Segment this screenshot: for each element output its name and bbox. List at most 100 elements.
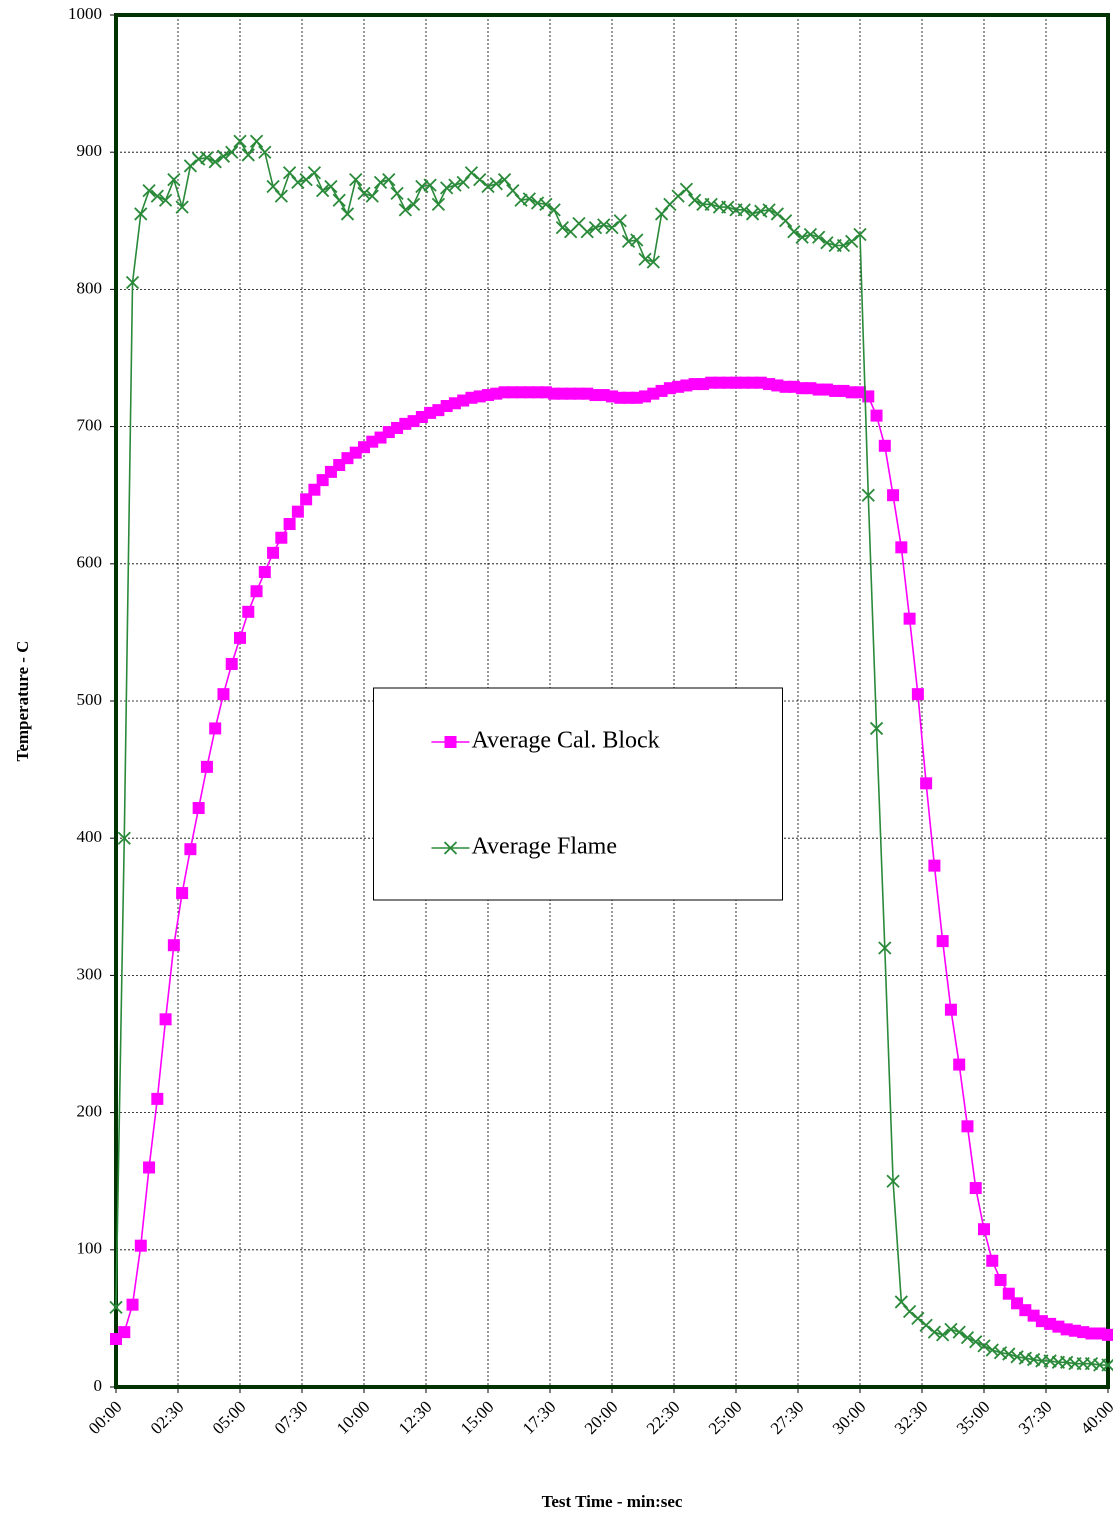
point-marker (291, 505, 304, 518)
point-marker (1002, 1287, 1015, 1300)
point-marker (233, 134, 247, 148)
point-marker (944, 1003, 957, 1016)
x-tick-label: 30:00 (829, 1397, 870, 1438)
y-tick-label: 0 (94, 1376, 103, 1395)
point-marker (994, 1273, 1007, 1286)
y-tick-label: 500 (77, 690, 103, 709)
legend: Average Cal. Block Average Flame (373, 687, 783, 901)
point-marker (158, 193, 173, 207)
point-marker (117, 831, 131, 845)
point-marker (267, 546, 280, 559)
point-marker (646, 255, 660, 269)
point-marker (423, 178, 437, 192)
point-marker (878, 439, 891, 452)
point-marker (241, 148, 255, 162)
point-marker (126, 1298, 139, 1311)
point-marker (134, 1239, 147, 1252)
point-marker (382, 173, 396, 187)
x-axis-title: Test Time - min:sec (542, 1492, 683, 1511)
point-marker (887, 489, 900, 502)
y-tick-label: 400 (77, 827, 103, 846)
point-marker (853, 227, 867, 242)
point-marker (282, 166, 297, 180)
y-tick-label: 900 (77, 141, 103, 160)
point-marker (489, 177, 503, 191)
point-marker (506, 183, 520, 198)
point-marker (275, 531, 288, 544)
legend-label: Average Cal. Block (472, 728, 660, 754)
x-tick-label: 00:00 (85, 1397, 126, 1438)
point-marker (870, 409, 883, 422)
point-marker (250, 585, 263, 598)
x-tick-label: 05:00 (209, 1397, 250, 1438)
point-marker (960, 1330, 975, 1345)
point-marker (978, 1223, 990, 1236)
y-tick-label: 100 (77, 1239, 103, 1258)
point-marker (216, 149, 231, 163)
point-marker (184, 843, 197, 856)
point-marker (183, 159, 198, 173)
x-tick-label: 40:00 (1077, 1397, 1113, 1438)
point-marker (200, 151, 214, 165)
point-marker (365, 189, 379, 203)
point-marker (176, 887, 189, 900)
point-marker (308, 483, 321, 496)
point-marker (234, 631, 246, 644)
x-tick-label: 15:00 (457, 1397, 498, 1438)
point-marker (936, 935, 949, 948)
point-marker (919, 1318, 933, 1332)
point-marker (902, 1304, 917, 1319)
point-marker (217, 688, 230, 701)
point-marker (704, 197, 718, 211)
plot-frame (114, 13, 1110, 1389)
point-marker (125, 275, 140, 290)
point-marker (861, 488, 875, 502)
point-marker (928, 859, 941, 872)
point-marker (209, 722, 222, 735)
point-marker (969, 1182, 982, 1195)
x-tick-label: 12:30 (395, 1397, 436, 1438)
x-tick-label: 17:30 (519, 1397, 560, 1438)
point-marker (448, 178, 462, 192)
y-tick-label: 800 (77, 278, 103, 297)
point-marker (340, 207, 355, 221)
point-marker (952, 1325, 966, 1339)
y-tick-label: 300 (77, 964, 103, 983)
point-marker (242, 605, 255, 618)
point-marker (803, 227, 818, 242)
point-marker (845, 234, 859, 249)
point-marker (961, 1120, 974, 1133)
x-tick-label: 07:30 (271, 1397, 312, 1438)
y-tick-label: 600 (77, 553, 103, 572)
point-marker (151, 1092, 164, 1105)
point-marker (406, 197, 421, 211)
y-tick-label: 700 (77, 416, 103, 435)
x-tick-label: 35:00 (953, 1397, 994, 1438)
point-marker (291, 175, 305, 190)
point-marker (795, 230, 809, 244)
point-marker (787, 225, 801, 239)
point-marker (300, 493, 313, 506)
point-marker (862, 390, 875, 403)
point-marker (225, 145, 239, 159)
point-marker (440, 181, 454, 195)
point-marker (1019, 1304, 1032, 1317)
point-marker (225, 657, 238, 670)
legend-box (373, 687, 783, 901)
point-marker (762, 203, 776, 217)
point-marker (142, 183, 156, 198)
point-marker (324, 179, 338, 194)
x-tick-label: 10:00 (333, 1397, 374, 1438)
point-marker (737, 203, 751, 217)
x-tick-label: 02:30 (147, 1397, 188, 1438)
point-marker (522, 192, 536, 206)
x-tick-label: 20:00 (581, 1397, 622, 1438)
point-marker (258, 145, 272, 159)
point-marker (778, 214, 793, 228)
point-marker (895, 541, 908, 554)
point-marker (969, 1335, 983, 1349)
point-marker (613, 214, 627, 228)
point-marker (109, 1300, 123, 1315)
point-marker (150, 189, 164, 203)
